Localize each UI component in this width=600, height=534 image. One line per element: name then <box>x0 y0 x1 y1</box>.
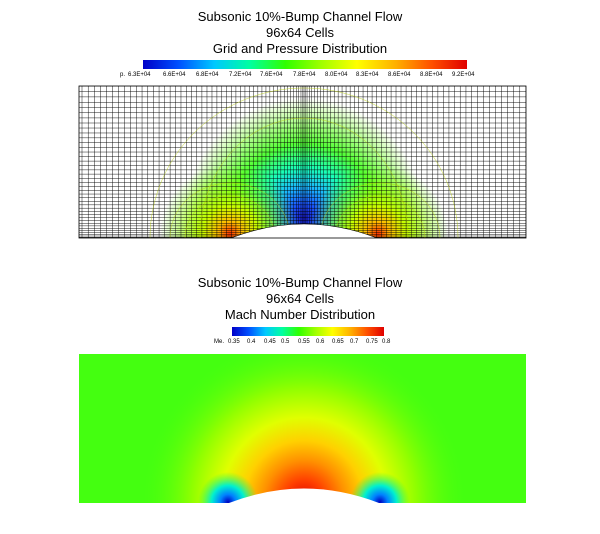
panel1-title-line1: Subsonic 10%-Bump Channel Flow <box>197 9 403 24</box>
mach-tick-label: 0.6 <box>316 339 325 345</box>
panel2-title-line1: Subsonic 10%-Bump Channel Flow <box>197 275 403 290</box>
mach-colorbar-variable: Me. <box>214 339 225 345</box>
pressure-tick-label: 6.3E+04 <box>128 72 151 78</box>
mach-tick-label: 0.5 <box>281 339 290 345</box>
pressure-plot <box>79 86 526 238</box>
panel1-title-line2: 96x64 Cells <box>266 25 334 40</box>
pressure-colorbar-variable: p. <box>120 72 126 78</box>
mach-tick-label: 0.65 <box>332 339 344 345</box>
mach-tick-label: 0.35 <box>228 339 240 345</box>
pressure-tick-label: 7.8E+04 <box>293 72 316 78</box>
mach-plot <box>79 354 526 503</box>
pressure-colorbar-labels: p. 6.3E+04 6.6E+04 6.8E+04 7.2E+04 7.6E+… <box>120 72 480 80</box>
pressure-tick-label: 8.8E+04 <box>420 72 443 78</box>
pressure-tick-label: 6.6E+04 <box>163 72 186 78</box>
mach-tick-label: 0.55 <box>298 339 310 345</box>
panel2-title-line2: 96x64 Cells <box>266 291 334 306</box>
pressure-tick-label: 8.6E+04 <box>388 72 411 78</box>
pressure-tick-label: 7.6E+04 <box>260 72 283 78</box>
mach-tick-label: 0.45 <box>264 339 276 345</box>
mach-colorbar <box>232 327 384 336</box>
pressure-tick-label: 9.2E+04 <box>452 72 475 78</box>
pressure-tick-label: 8.3E+04 <box>356 72 379 78</box>
panel2-title-line3: Mach Number Distribution <box>224 307 376 322</box>
mach-tick-label: 0.4 <box>247 339 256 345</box>
bump-surface <box>230 223 378 238</box>
mach-colorbar-labels: Me. 0.35 0.4 0.45 0.5 0.55 0.6 0.65 0.7 … <box>214 339 394 347</box>
mach-tick-label: 0.75 <box>366 339 378 345</box>
pressure-tick-label: 6.8E+04 <box>196 72 219 78</box>
mach-tick-label: 0.8 <box>382 339 391 345</box>
panel1-title-line3: Grid and Pressure Distribution <box>212 41 388 56</box>
mach-tick-label: 0.7 <box>350 339 359 345</box>
bump-surface <box>229 488 379 503</box>
pressure-tick-label: 7.2E+04 <box>229 72 252 78</box>
pressure-colorbar <box>143 60 467 69</box>
pressure-tick-label: 8.0E+04 <box>325 72 348 78</box>
pressure-contours <box>149 87 459 238</box>
